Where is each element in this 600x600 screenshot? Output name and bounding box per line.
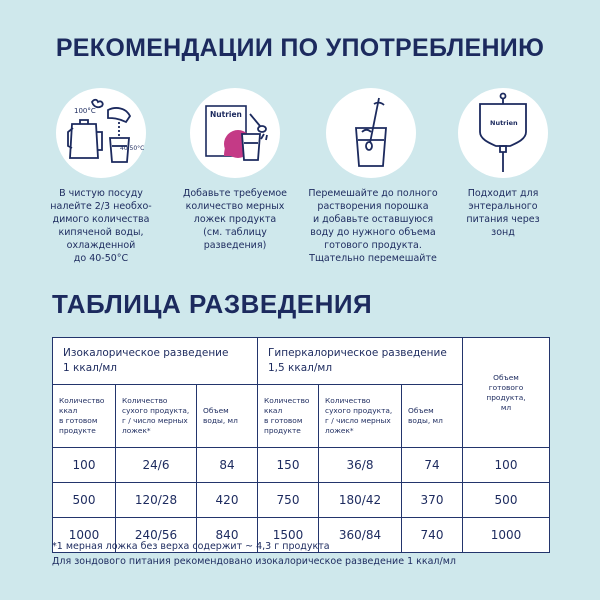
step-4-circle: Nutrien (458, 88, 548, 178)
iso-water-cell: 84 (196, 447, 258, 483)
volume-cell: 500 (462, 482, 550, 518)
iso-dry-cell: 120/28 (115, 482, 197, 518)
hyper-water-cell: 74 (401, 447, 463, 483)
footnote-tube: Для зондового питания рекомендовано изок… (52, 556, 456, 567)
package-brand-label: Nutrien (210, 110, 242, 119)
hyper-water-cell: 370 (401, 482, 463, 518)
enteral-bag-icon: Nutrien (479, 92, 527, 172)
table-row: 500 120/28 420 750 180/42 370 500 (52, 482, 550, 518)
step-1-circle: 100°C 40 50°C (56, 88, 146, 178)
step-3-circle (326, 88, 416, 178)
hyper-kcal-cell: 150 (257, 447, 319, 483)
hyper-kcal-cell: 750 (257, 482, 319, 518)
glass-stir-icon (355, 97, 387, 167)
iso-water-cell: 420 (196, 482, 258, 518)
iso-dry-cell: 24/6 (115, 447, 197, 483)
step-1-text: В чистую посуду налейте 2/3 необхо- димо… (50, 188, 152, 264)
hyper-water-cell: 740 (401, 517, 463, 553)
iso-dry-header: Количество сухого продукта, г / число ме… (115, 384, 197, 448)
table-row: 100 24/6 84 150 36/8 74 100 (52, 447, 550, 483)
step-2-circle: Nutrien (190, 88, 280, 178)
table-row: 1000 240/56 840 1500 360/84 740 1000 (52, 517, 550, 553)
powder-spoon-icon: Nutrien (205, 105, 268, 161)
hyper-dilution-header: Гиперкалорическое разведение 1,5 ккал/мл (257, 337, 463, 385)
iso-kcal-cell: 1000 (52, 517, 116, 553)
hyper-water-header: Объем воды, мл (401, 384, 463, 448)
table-title: ТАБЛИЦА РАЗВЕДЕНИЯ (52, 289, 373, 319)
volume-cell: 100 (462, 447, 550, 483)
volume-header: Объем готового продукта, мл (462, 337, 550, 448)
dilution-table: Изокалорическое разведение 1 ккал/мл Гип… (52, 337, 550, 553)
iso-kcal-header: Количество ккал в готовом продукте (52, 384, 116, 448)
footnote-spoon: *1 мерная ложка без верха содержит ~ 4,3… (52, 541, 330, 552)
hyper-dry-header: Количество сухого продукта, г / число ме… (318, 384, 402, 448)
hot-temp-label: 100°C (74, 107, 96, 115)
hyper-dry-cell: 360/84 (318, 517, 402, 553)
hyper-dry-cell: 180/42 (318, 482, 402, 518)
iso-kcal-cell: 500 (52, 482, 116, 518)
hyper-kcal-cell: 1500 (257, 517, 319, 553)
kettle-water-icon: 100°C 40 50°C (67, 98, 144, 163)
iso-water-cell: 840 (196, 517, 258, 553)
warm-temp-label: 40 50°C (120, 145, 144, 152)
hyper-kcal-header: Количество ккал в готовом продукте (257, 384, 319, 448)
volume-cell: 1000 (462, 517, 550, 553)
step-4-text: Подходит для энтерального питания через … (466, 188, 540, 238)
hyper-dry-cell: 36/8 (318, 447, 402, 483)
step-3-text: Перемешайте до полного растворения порош… (308, 188, 438, 264)
bag-brand-label: Nutrien (490, 119, 518, 127)
step-2-text: Добавьте требуемое количество мерных лож… (182, 188, 288, 251)
iso-kcal-cell: 100 (52, 447, 116, 483)
iso-water-header: Объем воды, мл (196, 384, 258, 448)
iso-dilution-header: Изокалорическое разведение 1 ккал/мл (52, 337, 258, 385)
page-title: РЕКОМЕНДАЦИИ ПО УПОТРЕБЛЕНИЮ (55, 34, 545, 62)
